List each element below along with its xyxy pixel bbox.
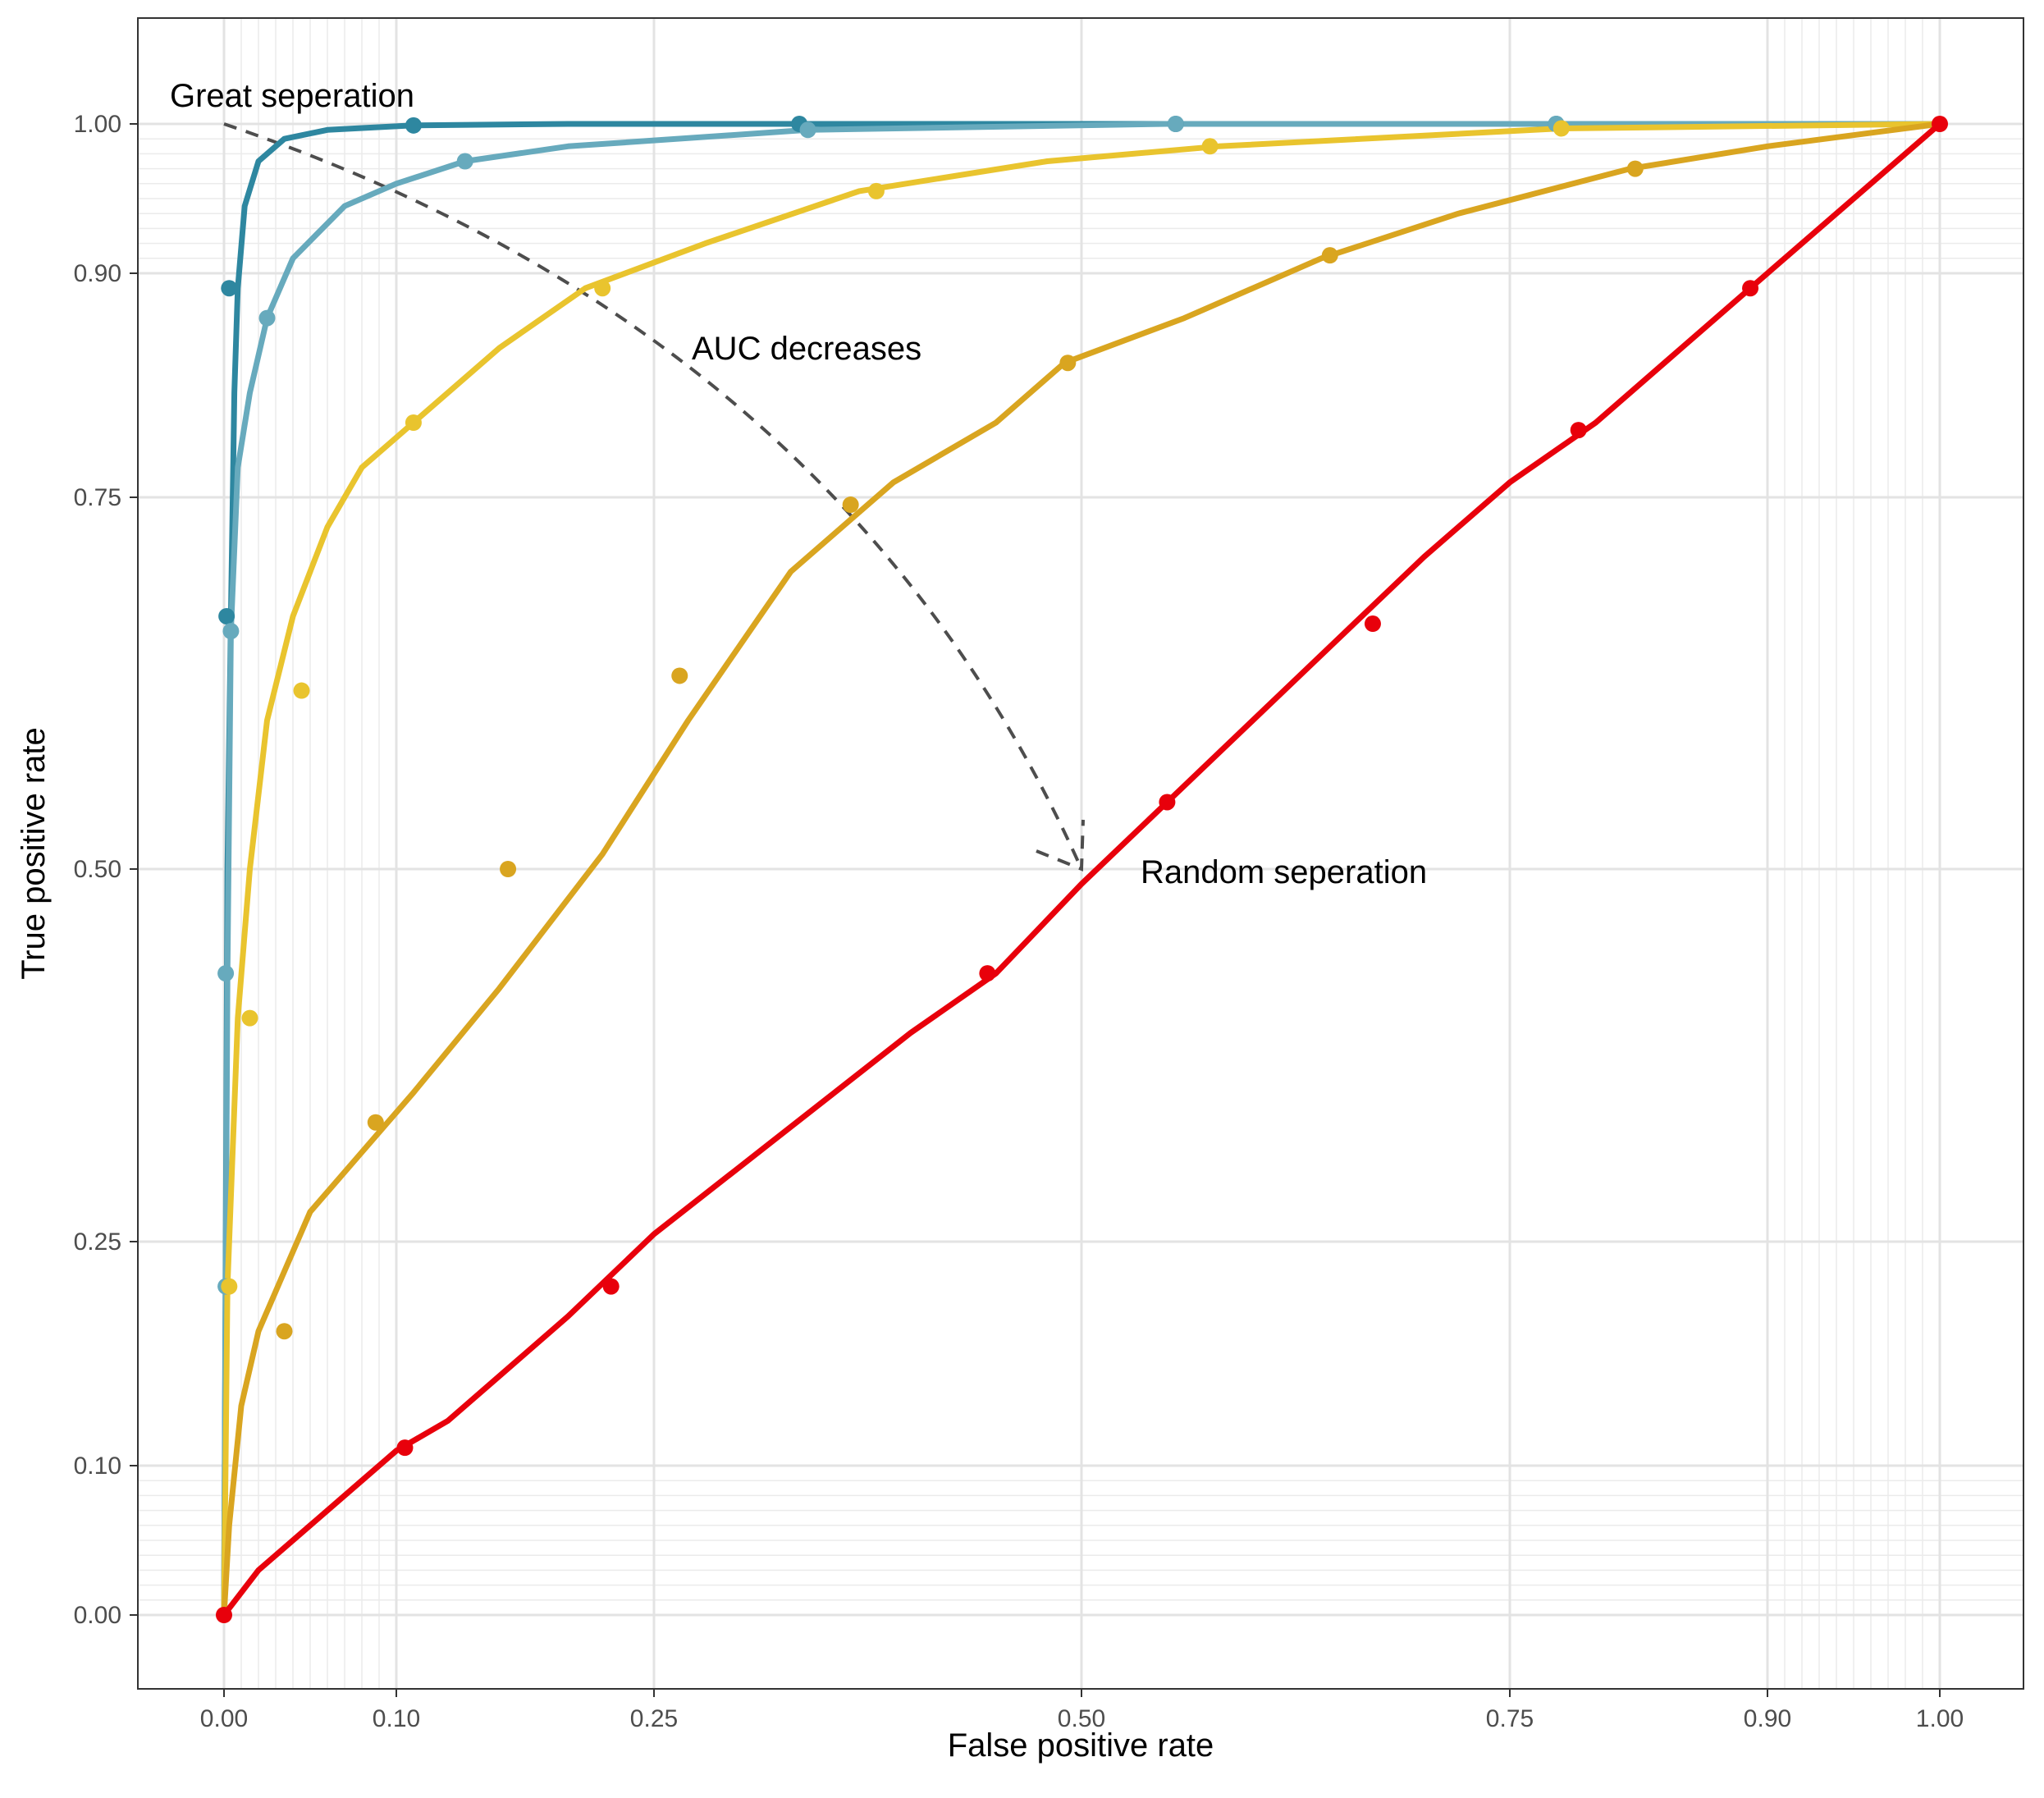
roc-point-3 [221, 1278, 238, 1295]
roc-point-4 [276, 1323, 293, 1340]
x-axis-ticks: 0.00 0.10 0.25 0.50 0.75 0.90 1.00 [200, 1689, 1964, 1732]
roc-point-5 [1932, 116, 1948, 132]
roc-point-5 [396, 1439, 414, 1457]
y-tick-label: 0.50 [74, 856, 121, 883]
roc-point-1 [218, 607, 235, 624]
roc-curve-2 [221, 121, 1943, 1618]
roc-point-3 [1552, 120, 1570, 137]
roc-point-4 [1059, 355, 1077, 372]
roc-point-3 [594, 280, 611, 297]
roc-point-4 [671, 667, 688, 684]
roc-point-5 [216, 1607, 232, 1623]
annotation-auc-decreases: AUC decreases [692, 331, 921, 367]
roc-point-3 [241, 1009, 258, 1027]
roc-point-4 [500, 861, 517, 877]
arrow-layer [223, 122, 1085, 872]
x-tick-label: 0.25 [630, 1705, 678, 1732]
roc-point-2 [222, 623, 240, 640]
x-tick-label: 0.10 [373, 1705, 420, 1732]
marker-layer [216, 116, 1948, 1623]
roc-point-2 [799, 121, 816, 139]
roc-point-3 [293, 682, 310, 699]
roc-point-4 [842, 496, 859, 514]
y-tick-label: 0.00 [74, 1602, 121, 1629]
roc-point-2 [217, 965, 235, 982]
roc-point-5 [602, 1278, 620, 1295]
x-tick-label: 0.50 [1058, 1705, 1105, 1732]
roc-point-4 [1321, 247, 1338, 264]
roc-point-3 [405, 414, 422, 431]
y-tick-label: 0.90 [74, 260, 121, 287]
roc-point-3 [867, 182, 885, 199]
roc-point-4 [367, 1114, 384, 1131]
roc-point-2 [456, 153, 473, 170]
roc-point-5 [1742, 280, 1759, 297]
series-layer [221, 121, 1943, 1618]
roc-point-3 [1201, 138, 1219, 155]
roc-curve-4 [221, 121, 1943, 1618]
roc-point-5 [1159, 794, 1176, 811]
y-tick-label: 0.10 [74, 1453, 121, 1480]
x-tick-label: 0.90 [1744, 1705, 1791, 1732]
y-axis-title: True positive rate [16, 727, 52, 980]
x-tick-label: 0.00 [200, 1705, 248, 1732]
x-axis-title: False positive rate [948, 1727, 1214, 1764]
y-tick-label: 0.75 [74, 484, 121, 511]
y-tick-label: 0.25 [74, 1228, 121, 1256]
y-axis-ticks: 0.00 0.10 0.25 0.50 0.75 0.90 1.00 [74, 111, 138, 1629]
y-tick-label: 1.00 [74, 111, 121, 138]
roc-point-2 [258, 309, 276, 327]
auc-arrow-line [223, 122, 1083, 870]
roc-point-1 [405, 117, 422, 134]
x-tick-label: 1.00 [1916, 1705, 1964, 1732]
roc-point-5 [1570, 422, 1587, 439]
x-tick-label: 0.75 [1486, 1705, 1534, 1732]
roc-point-5 [1364, 615, 1381, 633]
roc-point-4 [1626, 160, 1644, 177]
annotation-random-seperation: Random seperation [1141, 854, 1427, 890]
annotation-great-seperation: Great seperation [170, 78, 414, 114]
auc-arrow-head [1036, 819, 1085, 872]
roc-curve-5 [221, 121, 1943, 1618]
roc-point-1 [221, 280, 238, 297]
roc-point-5 [979, 965, 996, 982]
roc-point-2 [1167, 116, 1184, 132]
